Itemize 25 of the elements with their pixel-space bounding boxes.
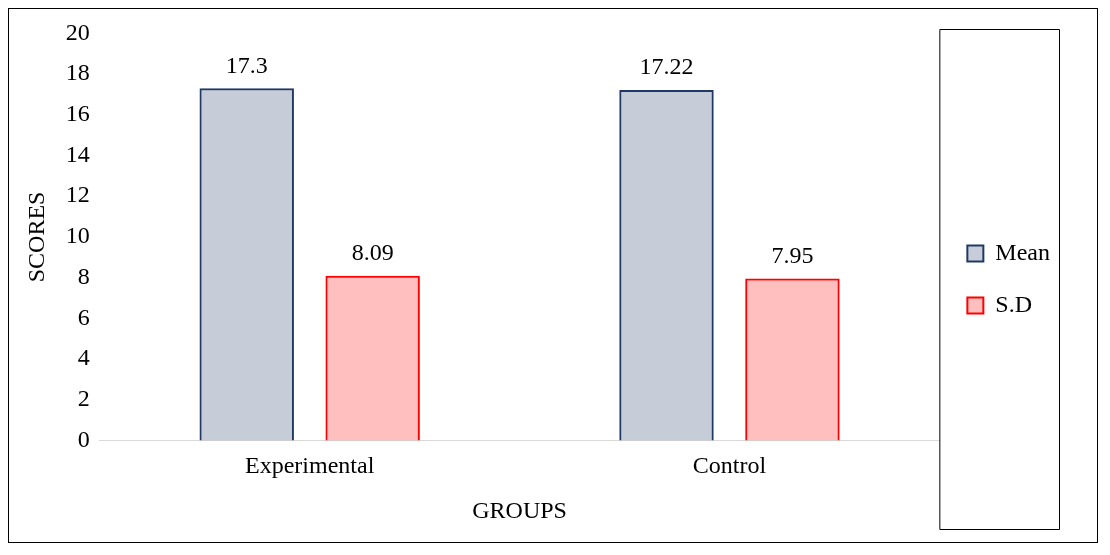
x-tick-label: Experimental: [245, 452, 375, 479]
y-tick-label: 2: [77, 385, 90, 411]
legend-label: S.D: [995, 290, 1033, 317]
y-tick-label: 12: [65, 181, 90, 208]
legend-label: Mean: [995, 238, 1051, 265]
y-axis-title: SCORES: [22, 191, 49, 283]
y-tick-label: 18: [65, 59, 90, 86]
y-tick-label: 8: [77, 262, 90, 289]
bar: [745, 278, 840, 441]
y-tick-label: 20: [65, 18, 90, 45]
y-tick-label: 6: [77, 303, 90, 330]
y-tick-label: 0: [77, 425, 90, 452]
y-tick-label: 16: [65, 100, 90, 127]
bar: [619, 89, 714, 441]
bar: [325, 275, 420, 441]
y-tick-label: 10: [65, 222, 90, 249]
data-label: 17.3: [225, 51, 268, 78]
x-axis-title: GROUPS: [472, 496, 567, 523]
data-label: 17.22: [639, 53, 694, 80]
data-label: 7.95: [771, 241, 814, 268]
y-tick-label: 14: [65, 140, 90, 167]
y-tick-label: 4: [77, 344, 90, 371]
data-label: 8.09: [351, 239, 394, 266]
x-tick-label: Control: [692, 452, 767, 479]
bar: [199, 88, 294, 441]
